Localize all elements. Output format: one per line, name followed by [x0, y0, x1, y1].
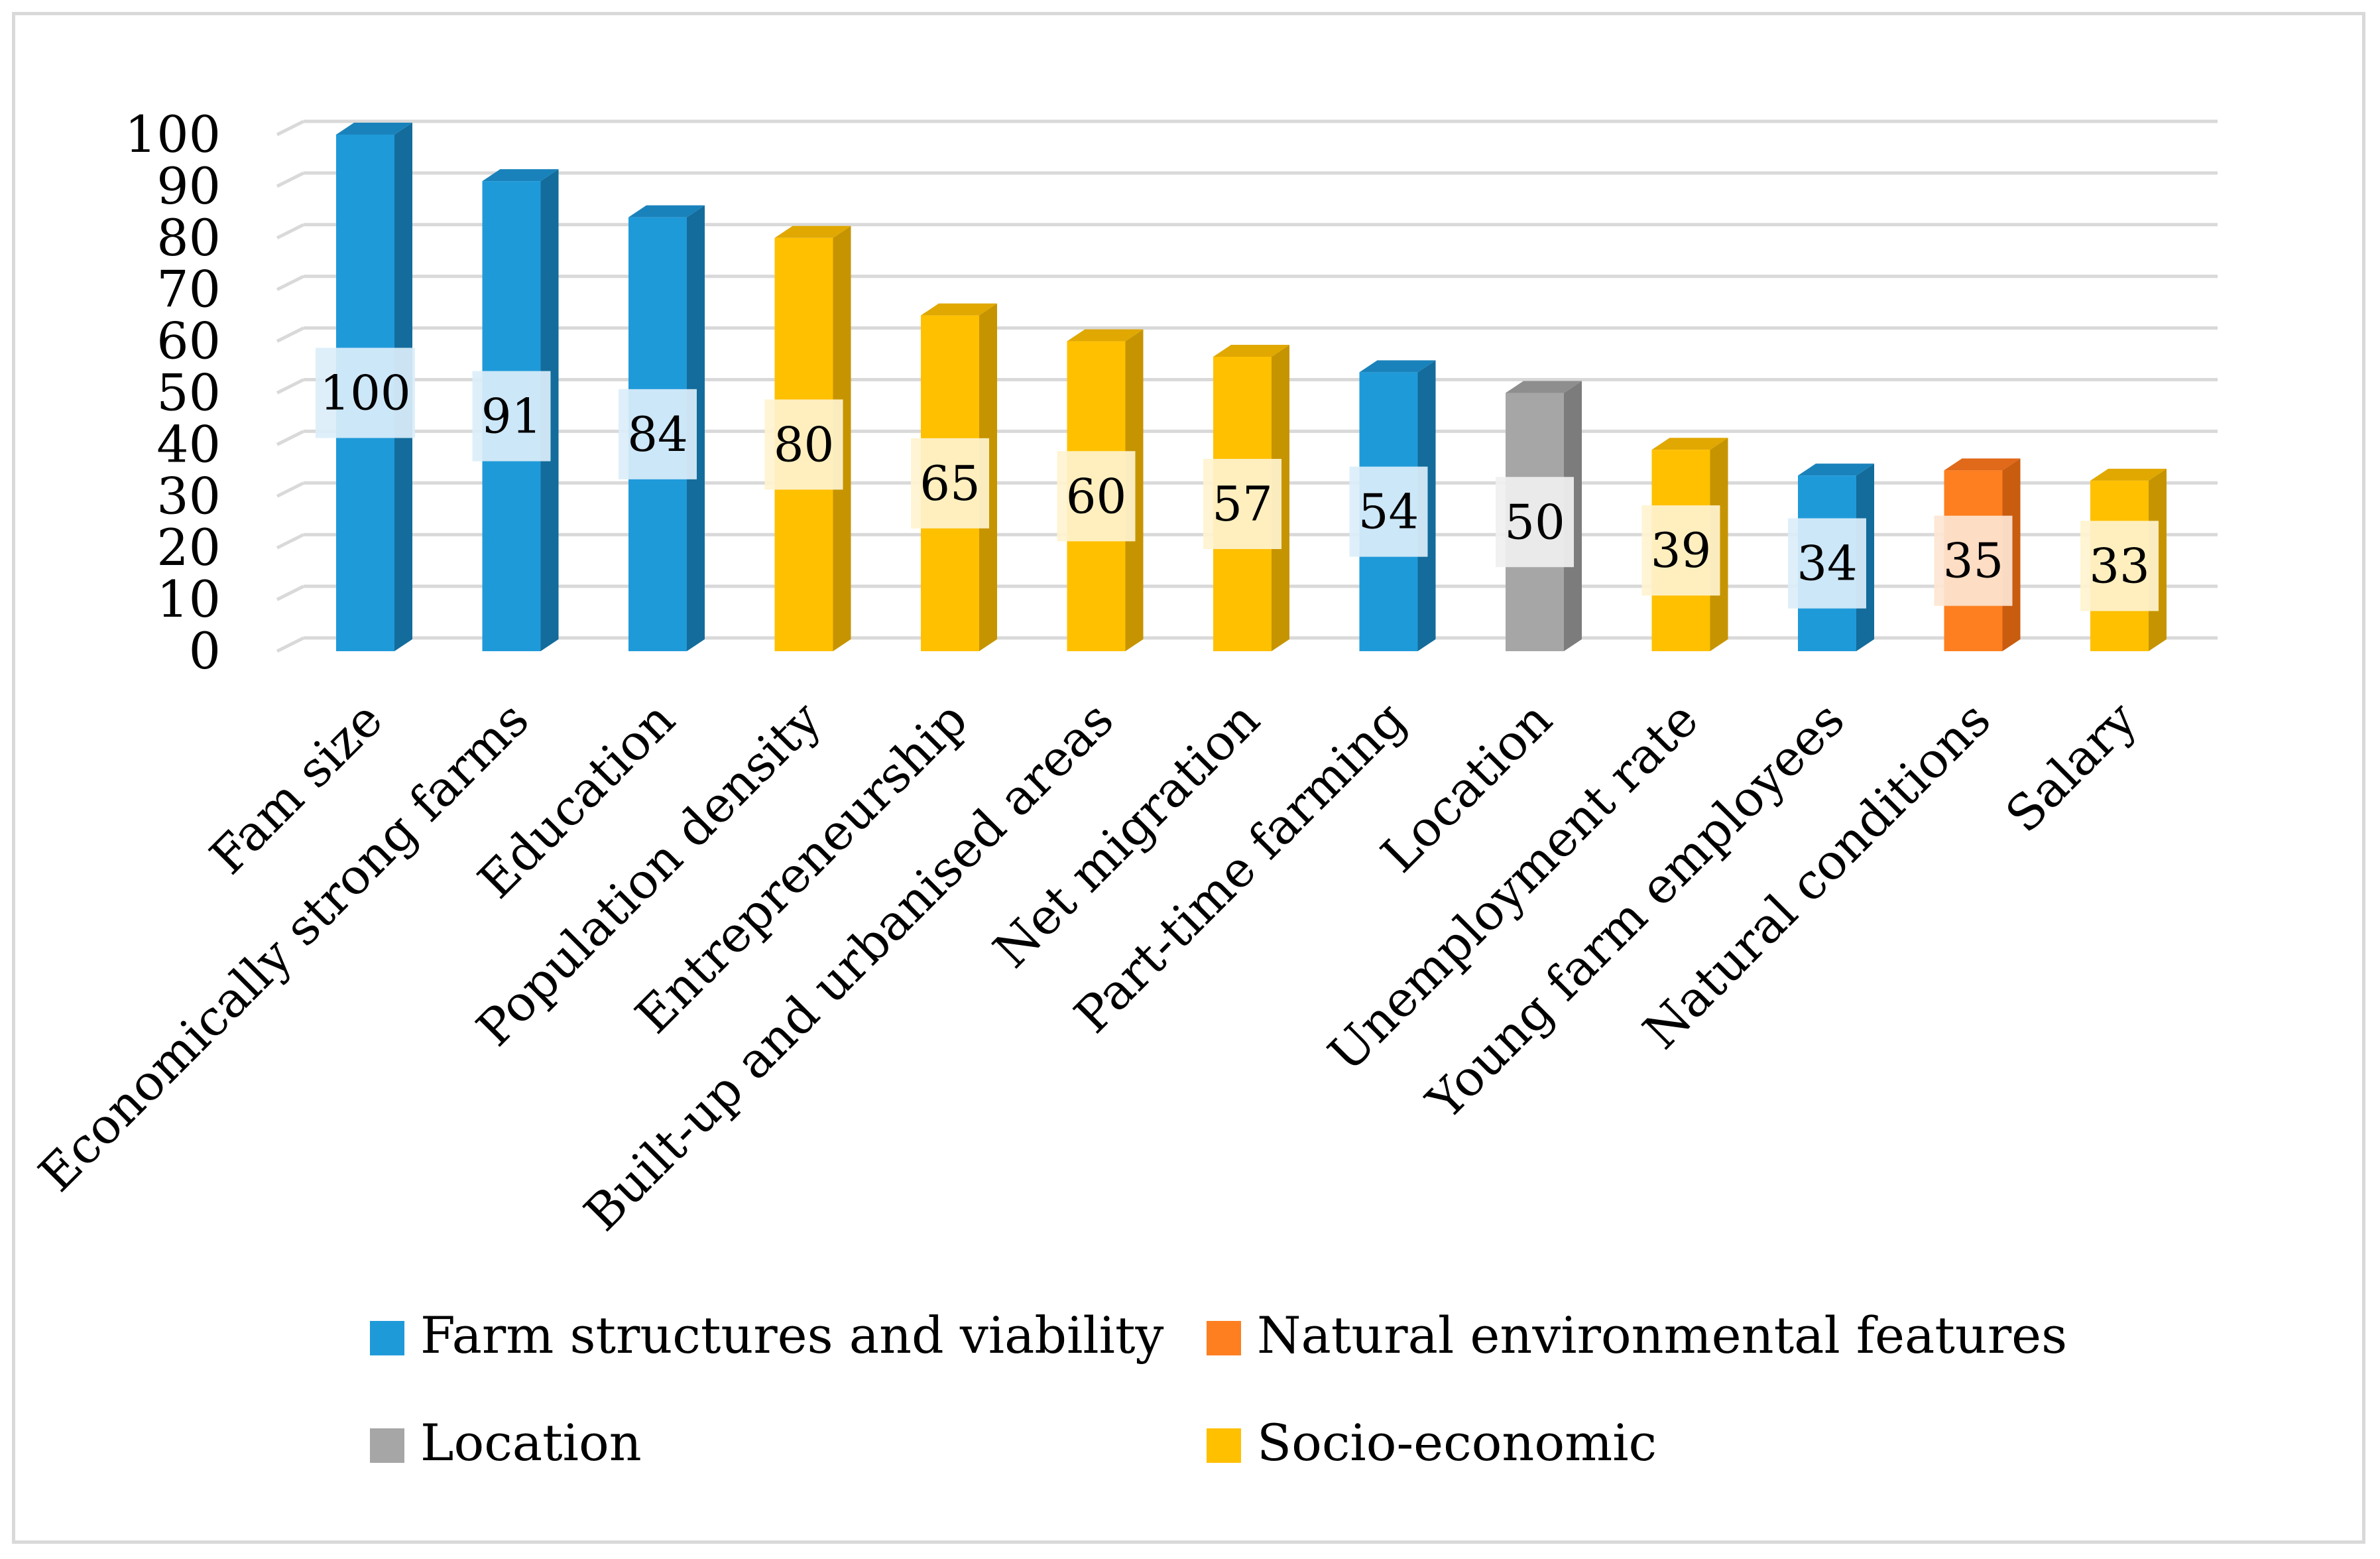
bar-top: [2090, 468, 2167, 481]
data-label-bg: [764, 399, 843, 490]
bar-top: [1944, 458, 2021, 471]
legend-label: Natural environmental features: [1257, 1306, 2067, 1365]
data-label: 91: [481, 389, 542, 444]
y-tick-label: 30: [156, 466, 221, 525]
data-label: 100: [320, 365, 410, 421]
gridline-depth: [276, 481, 305, 498]
y-tick-label: 70: [156, 260, 221, 319]
gridline-depth: [276, 532, 305, 550]
data-label-bg: [911, 438, 989, 529]
bar-top: [1506, 381, 1582, 393]
bar-top: [921, 303, 997, 316]
legend-label: Socio-economic: [1257, 1413, 1657, 1472]
gridline-depth: [276, 378, 305, 395]
data-label: 65: [920, 456, 981, 511]
gridline-depth: [276, 636, 305, 653]
legend-label: Location: [420, 1413, 642, 1472]
data-label-bg: [1203, 458, 1281, 549]
bar-top: [1359, 360, 1436, 373]
y-tick-label: 90: [156, 156, 221, 216]
bar-top: [1651, 438, 1728, 450]
data-label-bg: [1641, 505, 1720, 596]
bars: [336, 123, 2167, 652]
x-tick-label: Net migration: [982, 691, 1270, 979]
bar-top: [1213, 344, 1289, 357]
data-label-bg: [1057, 451, 1136, 542]
gridline-depth: [276, 275, 305, 291]
bar-top: [774, 225, 851, 238]
legend-swatch: [370, 1321, 404, 1355]
bar-top: [1067, 329, 1144, 342]
data-label-bg: [1788, 518, 1866, 609]
legend-swatch: [370, 1428, 404, 1463]
data-label: 60: [1066, 468, 1127, 524]
x-tick-label: Built-up and urbanised areas: [573, 691, 1124, 1242]
gridline-depth: [276, 326, 305, 343]
bar-top: [336, 123, 412, 135]
gridline-depth: [276, 584, 305, 601]
data-label-bg: [316, 347, 415, 438]
data-label: 80: [774, 416, 835, 472]
y-tick-label: 60: [156, 312, 221, 371]
data-label-bg: [2080, 521, 2159, 611]
y-tick-label: 10: [156, 570, 221, 629]
y-tick-label: 0: [189, 621, 221, 680]
data-label-bg: [1496, 477, 1574, 568]
bar-top: [482, 169, 559, 182]
bar-top: [1798, 464, 1874, 476]
data-label: 54: [1358, 484, 1419, 540]
data-label: 35: [1943, 533, 2004, 589]
gridline-depth: [276, 171, 305, 188]
bar-top: [628, 205, 705, 218]
data-label-bg: [472, 371, 551, 462]
y-tick-label: 20: [156, 518, 221, 577]
data-label: 39: [1651, 523, 1712, 578]
gridline-depth: [276, 119, 305, 137]
data-label: 84: [627, 406, 688, 462]
y-tick-label: 100: [125, 105, 221, 164]
data-label-bg: [619, 389, 697, 479]
data-label: 33: [2089, 538, 2150, 593]
gridline-depth: [276, 223, 305, 240]
data-labels: 100 91 84 80 65 60 57 54 50 39 34 35 33: [316, 347, 2159, 611]
y-tick-label: 80: [156, 208, 221, 267]
data-label: 50: [1504, 494, 1565, 550]
legend-label: Farm structures and viability: [420, 1306, 1164, 1365]
x-tick-label: Salary: [1995, 691, 2147, 843]
data-label: 34: [1797, 536, 1858, 592]
legend-swatch: [1207, 1321, 1241, 1355]
legend-swatch: [1207, 1428, 1241, 1463]
y-tick-label: 50: [156, 363, 221, 422]
data-label: 57: [1212, 476, 1273, 532]
legend: Farm structures and viability Natural env…: [370, 1306, 2067, 1472]
data-label-bg: [1934, 515, 2013, 606]
data-label-bg: [1349, 466, 1428, 557]
y-tick-label: 40: [156, 414, 221, 473]
gridline-depth: [276, 430, 305, 446]
